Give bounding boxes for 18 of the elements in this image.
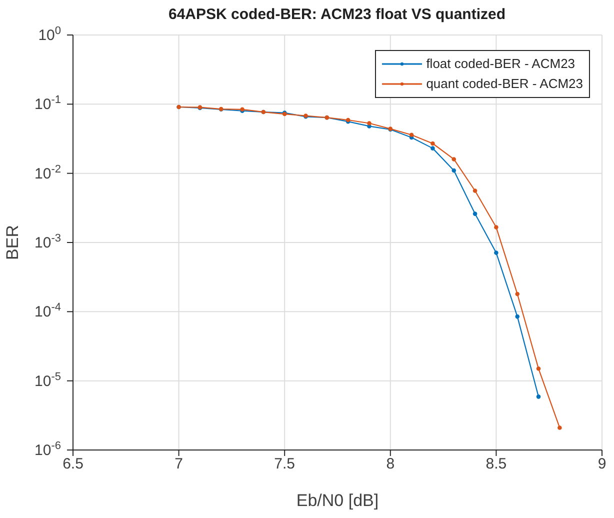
x-tick-label: 7.5	[274, 456, 296, 473]
x-tick-label: 7	[174, 456, 183, 473]
legend-label: float coded-BER - ACM23	[426, 55, 576, 73]
x-tick-label: 6.5	[62, 456, 84, 473]
x-axis-title: Eb/N0 [dB]	[296, 491, 379, 510]
y-tick-label: 10$^{-2}$	[34, 163, 61, 182]
y-tick-label: 10$^{-5}$	[34, 370, 61, 390]
y-tick-label: 10$^{0}$	[38, 25, 61, 44]
legend-label: quant coded-BER - ACM23	[426, 75, 583, 93]
x-tick-label: 8	[386, 456, 395, 473]
y-axis-title: BER	[3, 225, 22, 260]
y-tick-label: 10$^{-4}$	[34, 302, 61, 321]
y-tick-label: 10$^{-6}$	[34, 440, 61, 459]
x-tick-label: 8.5	[486, 456, 507, 473]
chart-title: 64APSK coded-BER: ACM23 float VS quantized	[168, 6, 506, 23]
y-tick-label: 10$^{-3}$	[34, 232, 61, 252]
y-tick-label: 10$^{-1}$	[34, 94, 61, 114]
x-tick-label: 9	[598, 456, 606, 473]
